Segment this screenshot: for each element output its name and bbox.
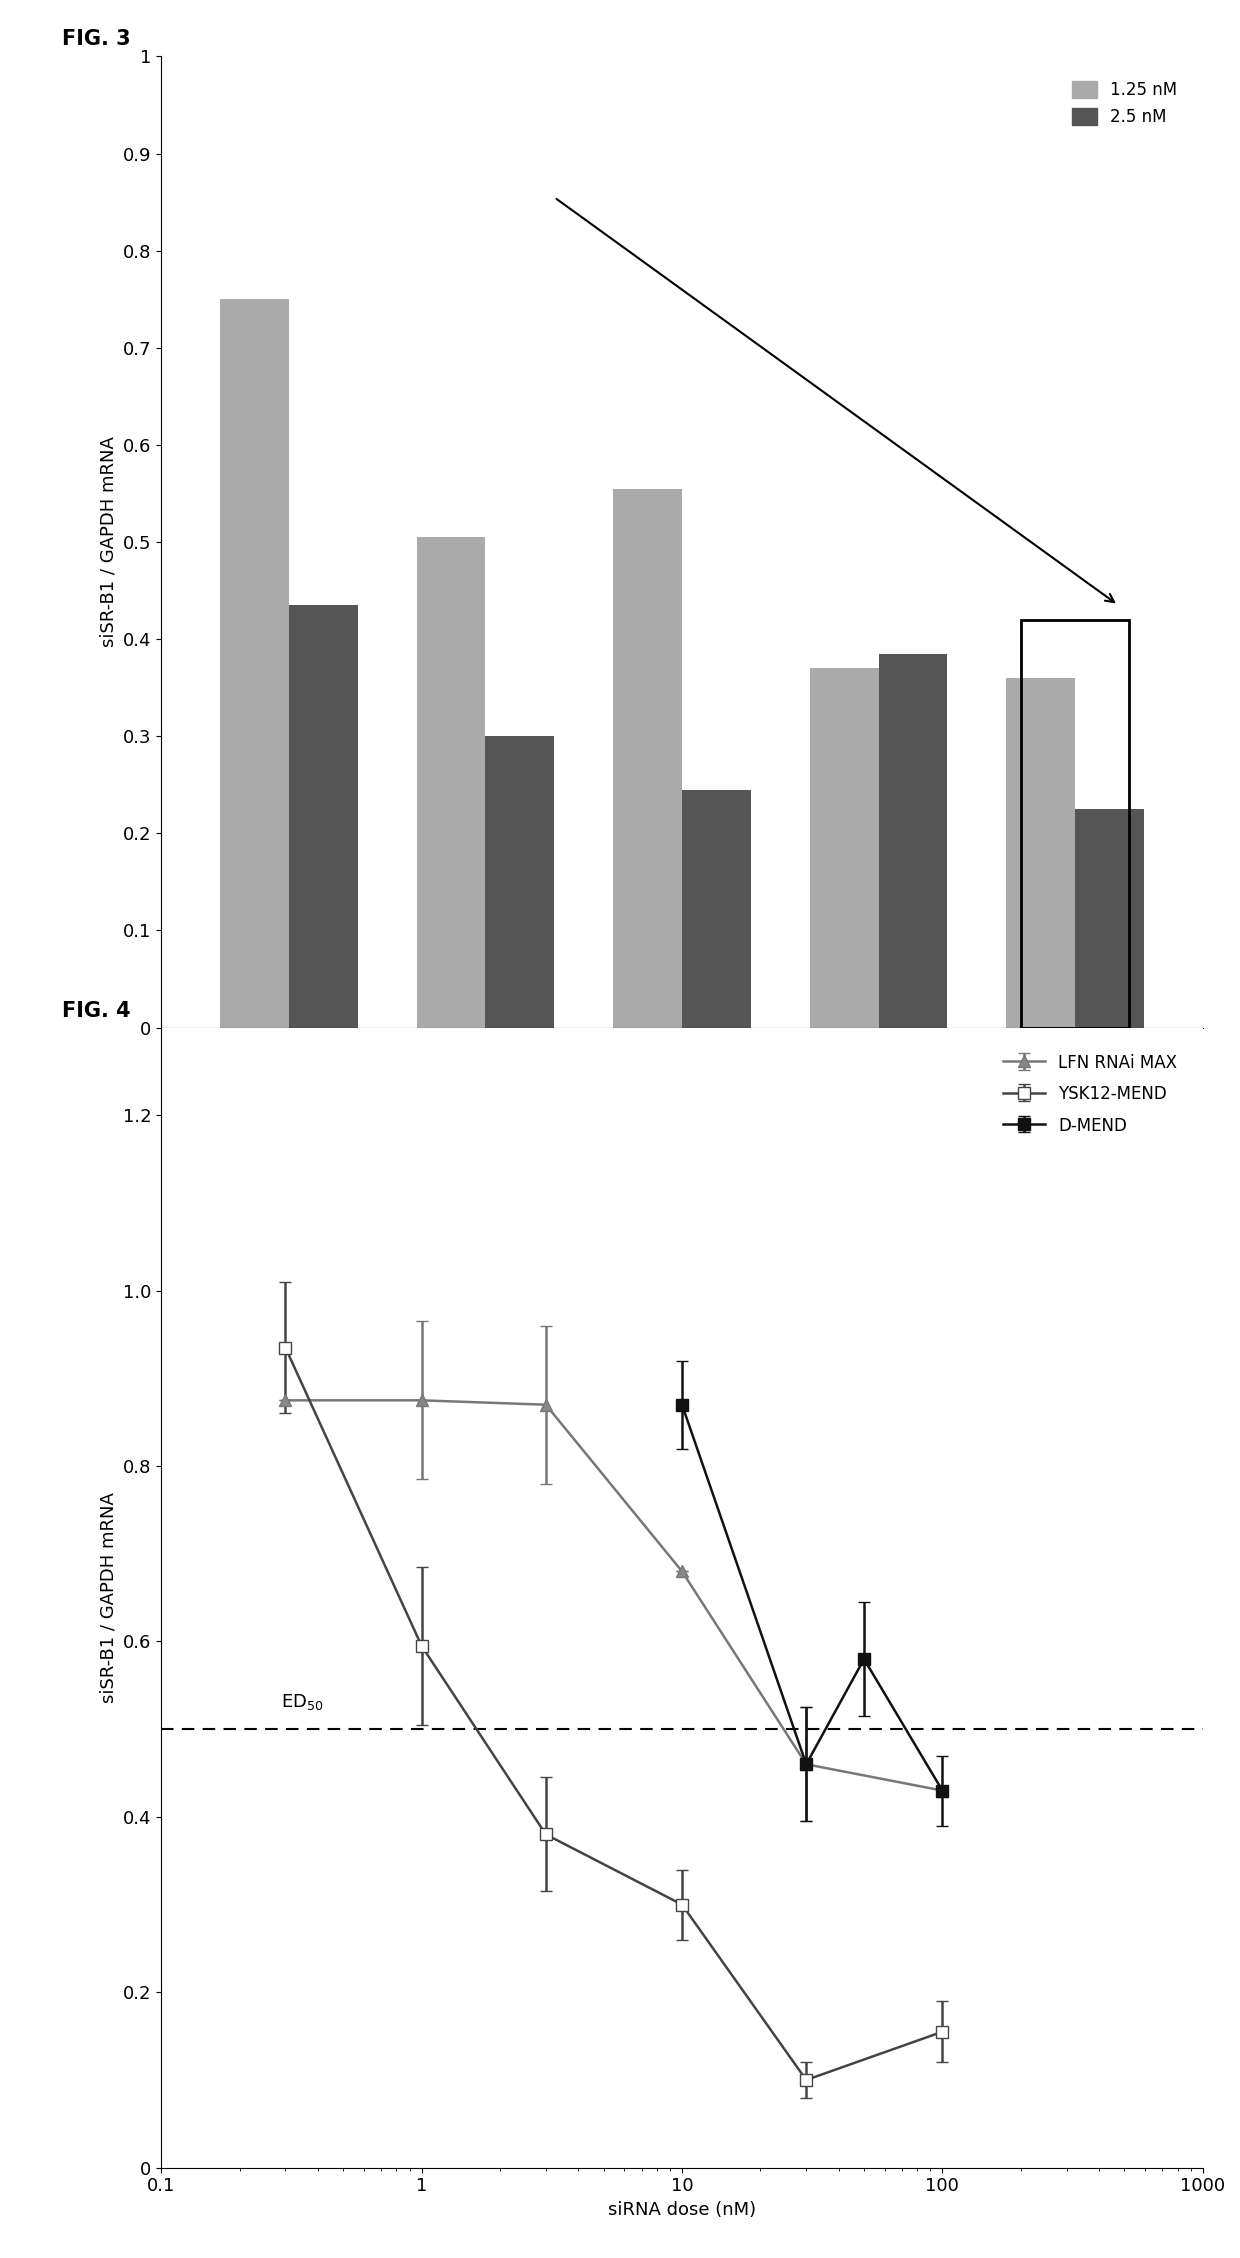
Text: 7.5: 7.5 [665, 1154, 699, 1172]
Bar [1007, 677, 1075, 1027]
Bar [221, 300, 289, 1027]
Text: FIG. 3: FIG. 3 [62, 29, 131, 50]
Bar [682, 790, 750, 1027]
Bar [417, 537, 486, 1027]
Bar [614, 488, 682, 1027]
Text: 0: 0 [1069, 1154, 1081, 1172]
Bar [486, 736, 554, 1027]
Y-axis label: siSR-B1 / GAPDH mRNA: siSR-B1 / GAPDH mRNA [99, 436, 118, 648]
Bar [1075, 808, 1143, 1027]
Legend: 1.25 nM, 2.5 nM: 1.25 nM, 2.5 nM [1065, 75, 1184, 133]
Text: 11.25: 11.25 [848, 1260, 909, 1280]
Text: X =: X = [232, 1154, 270, 1172]
Text: 3.75: 3.75 [461, 1260, 510, 1280]
X-axis label: siRNA dose (nM): siRNA dose (nM) [608, 2202, 756, 2220]
Text: 3.75: 3.75 [854, 1154, 903, 1172]
Text: ED$_{50}$: ED$_{50}$ [281, 1691, 324, 1712]
Bar [289, 605, 357, 1027]
Text: 7.5: 7.5 [665, 1260, 699, 1280]
Bar [878, 655, 947, 1027]
Bar [1021, 1027, 1130, 1398]
Text: 0: 0 [283, 1260, 295, 1280]
Text: 15: 15 [275, 1154, 303, 1172]
Text: 15: 15 [1061, 1260, 1089, 1280]
Text: Y =: Y = [233, 1260, 270, 1280]
Text: 11.25: 11.25 [455, 1154, 516, 1172]
Legend: LFN RNAi MAX, YSK12-MEND, D-MEND: LFN RNAi MAX, YSK12-MEND, D-MEND [997, 1048, 1184, 1140]
Text: FIG. 4: FIG. 4 [62, 1000, 131, 1021]
Bar [1021, 619, 1130, 1027]
Bar [810, 668, 878, 1027]
Y-axis label: siSR-B1 / GAPDH mRNA: siSR-B1 / GAPDH mRNA [99, 1493, 118, 1703]
